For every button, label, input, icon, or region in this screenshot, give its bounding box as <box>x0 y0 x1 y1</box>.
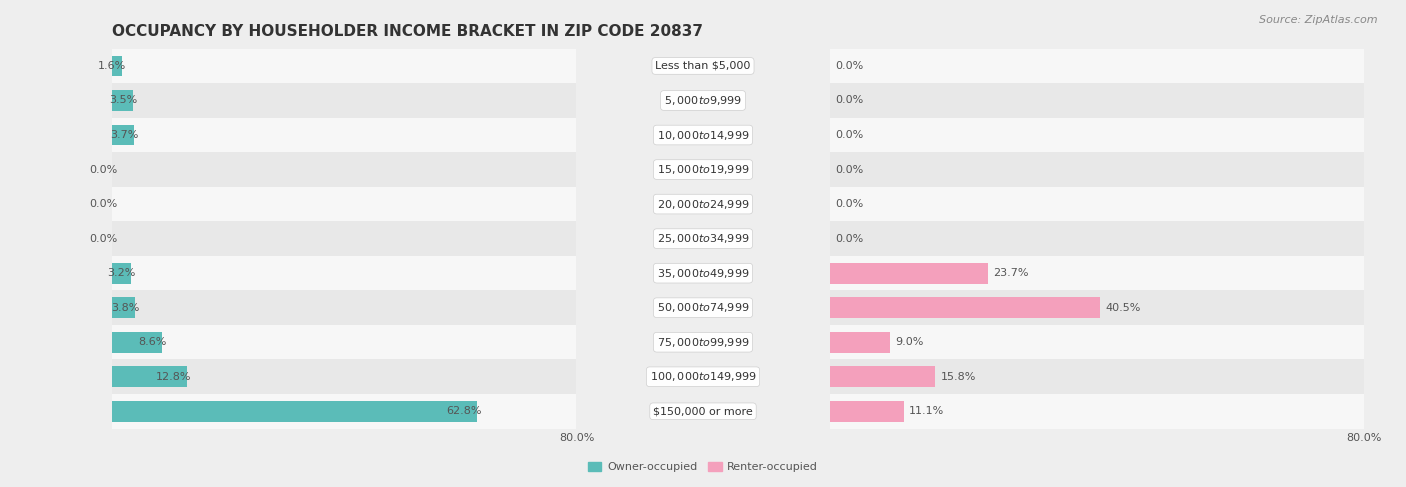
Bar <box>830 49 1406 83</box>
Text: 15.8%: 15.8% <box>941 372 976 382</box>
Text: 0.0%: 0.0% <box>835 61 863 71</box>
Bar <box>0 256 576 290</box>
Text: 23.7%: 23.7% <box>993 268 1029 278</box>
Text: 3.8%: 3.8% <box>111 303 139 313</box>
Bar <box>112 90 132 111</box>
Text: 9.0%: 9.0% <box>896 337 924 347</box>
Bar <box>0 83 576 118</box>
Text: $10,000 to $14,999: $10,000 to $14,999 <box>657 129 749 142</box>
Bar <box>0 49 576 83</box>
Text: $35,000 to $49,999: $35,000 to $49,999 <box>657 267 749 280</box>
Bar <box>830 332 890 353</box>
Text: 3.2%: 3.2% <box>107 268 135 278</box>
Bar <box>830 187 1406 222</box>
Text: OCCUPANCY BY HOUSEHOLDER INCOME BRACKET IN ZIP CODE 20837: OCCUPANCY BY HOUSEHOLDER INCOME BRACKET … <box>112 24 703 39</box>
Text: 3.5%: 3.5% <box>110 95 138 106</box>
Text: 0.0%: 0.0% <box>89 199 117 209</box>
Bar <box>112 125 134 146</box>
Bar <box>830 222 1406 256</box>
Text: $15,000 to $19,999: $15,000 to $19,999 <box>657 163 749 176</box>
Bar <box>0 394 576 429</box>
Text: 11.1%: 11.1% <box>910 406 945 416</box>
Bar <box>830 290 1406 325</box>
Text: $25,000 to $34,999: $25,000 to $34,999 <box>657 232 749 245</box>
Bar <box>112 401 477 422</box>
Bar <box>112 298 135 318</box>
Legend: Owner-occupied, Renter-occupied: Owner-occupied, Renter-occupied <box>583 457 823 477</box>
Text: 0.0%: 0.0% <box>89 165 117 174</box>
Text: 0.0%: 0.0% <box>89 234 117 244</box>
Text: 62.8%: 62.8% <box>446 406 481 416</box>
Bar <box>830 118 1406 152</box>
Bar <box>830 298 1099 318</box>
Text: 40.5%: 40.5% <box>1105 303 1140 313</box>
Bar <box>112 56 122 76</box>
Text: 0.0%: 0.0% <box>835 165 863 174</box>
Text: 0.0%: 0.0% <box>835 130 863 140</box>
Bar <box>0 222 576 256</box>
Bar <box>830 401 904 422</box>
Text: $75,000 to $99,999: $75,000 to $99,999 <box>657 336 749 349</box>
Bar <box>112 263 131 283</box>
Bar <box>0 325 576 359</box>
Bar <box>830 359 1406 394</box>
Bar <box>0 152 576 187</box>
Text: $150,000 or more: $150,000 or more <box>654 406 752 416</box>
Bar <box>0 290 576 325</box>
Bar <box>830 394 1406 429</box>
Text: 0.0%: 0.0% <box>835 95 863 106</box>
Text: 0.0%: 0.0% <box>835 199 863 209</box>
Bar <box>830 366 935 387</box>
Bar <box>830 263 988 283</box>
Text: Less than $5,000: Less than $5,000 <box>655 61 751 71</box>
Text: 8.6%: 8.6% <box>139 337 167 347</box>
Text: $100,000 to $149,999: $100,000 to $149,999 <box>650 370 756 383</box>
Bar <box>830 325 1406 359</box>
Text: 1.6%: 1.6% <box>98 61 127 71</box>
Bar <box>0 118 576 152</box>
Bar <box>112 366 187 387</box>
Text: $5,000 to $9,999: $5,000 to $9,999 <box>664 94 742 107</box>
Bar <box>830 83 1406 118</box>
Bar <box>830 256 1406 290</box>
Bar <box>0 187 576 222</box>
Text: 0.0%: 0.0% <box>835 234 863 244</box>
Text: $50,000 to $74,999: $50,000 to $74,999 <box>657 301 749 314</box>
Text: Source: ZipAtlas.com: Source: ZipAtlas.com <box>1260 15 1378 25</box>
Text: $20,000 to $24,999: $20,000 to $24,999 <box>657 198 749 210</box>
Bar <box>830 152 1406 187</box>
Bar <box>112 332 162 353</box>
Text: 3.7%: 3.7% <box>110 130 139 140</box>
Bar <box>0 359 576 394</box>
Text: 12.8%: 12.8% <box>156 372 191 382</box>
